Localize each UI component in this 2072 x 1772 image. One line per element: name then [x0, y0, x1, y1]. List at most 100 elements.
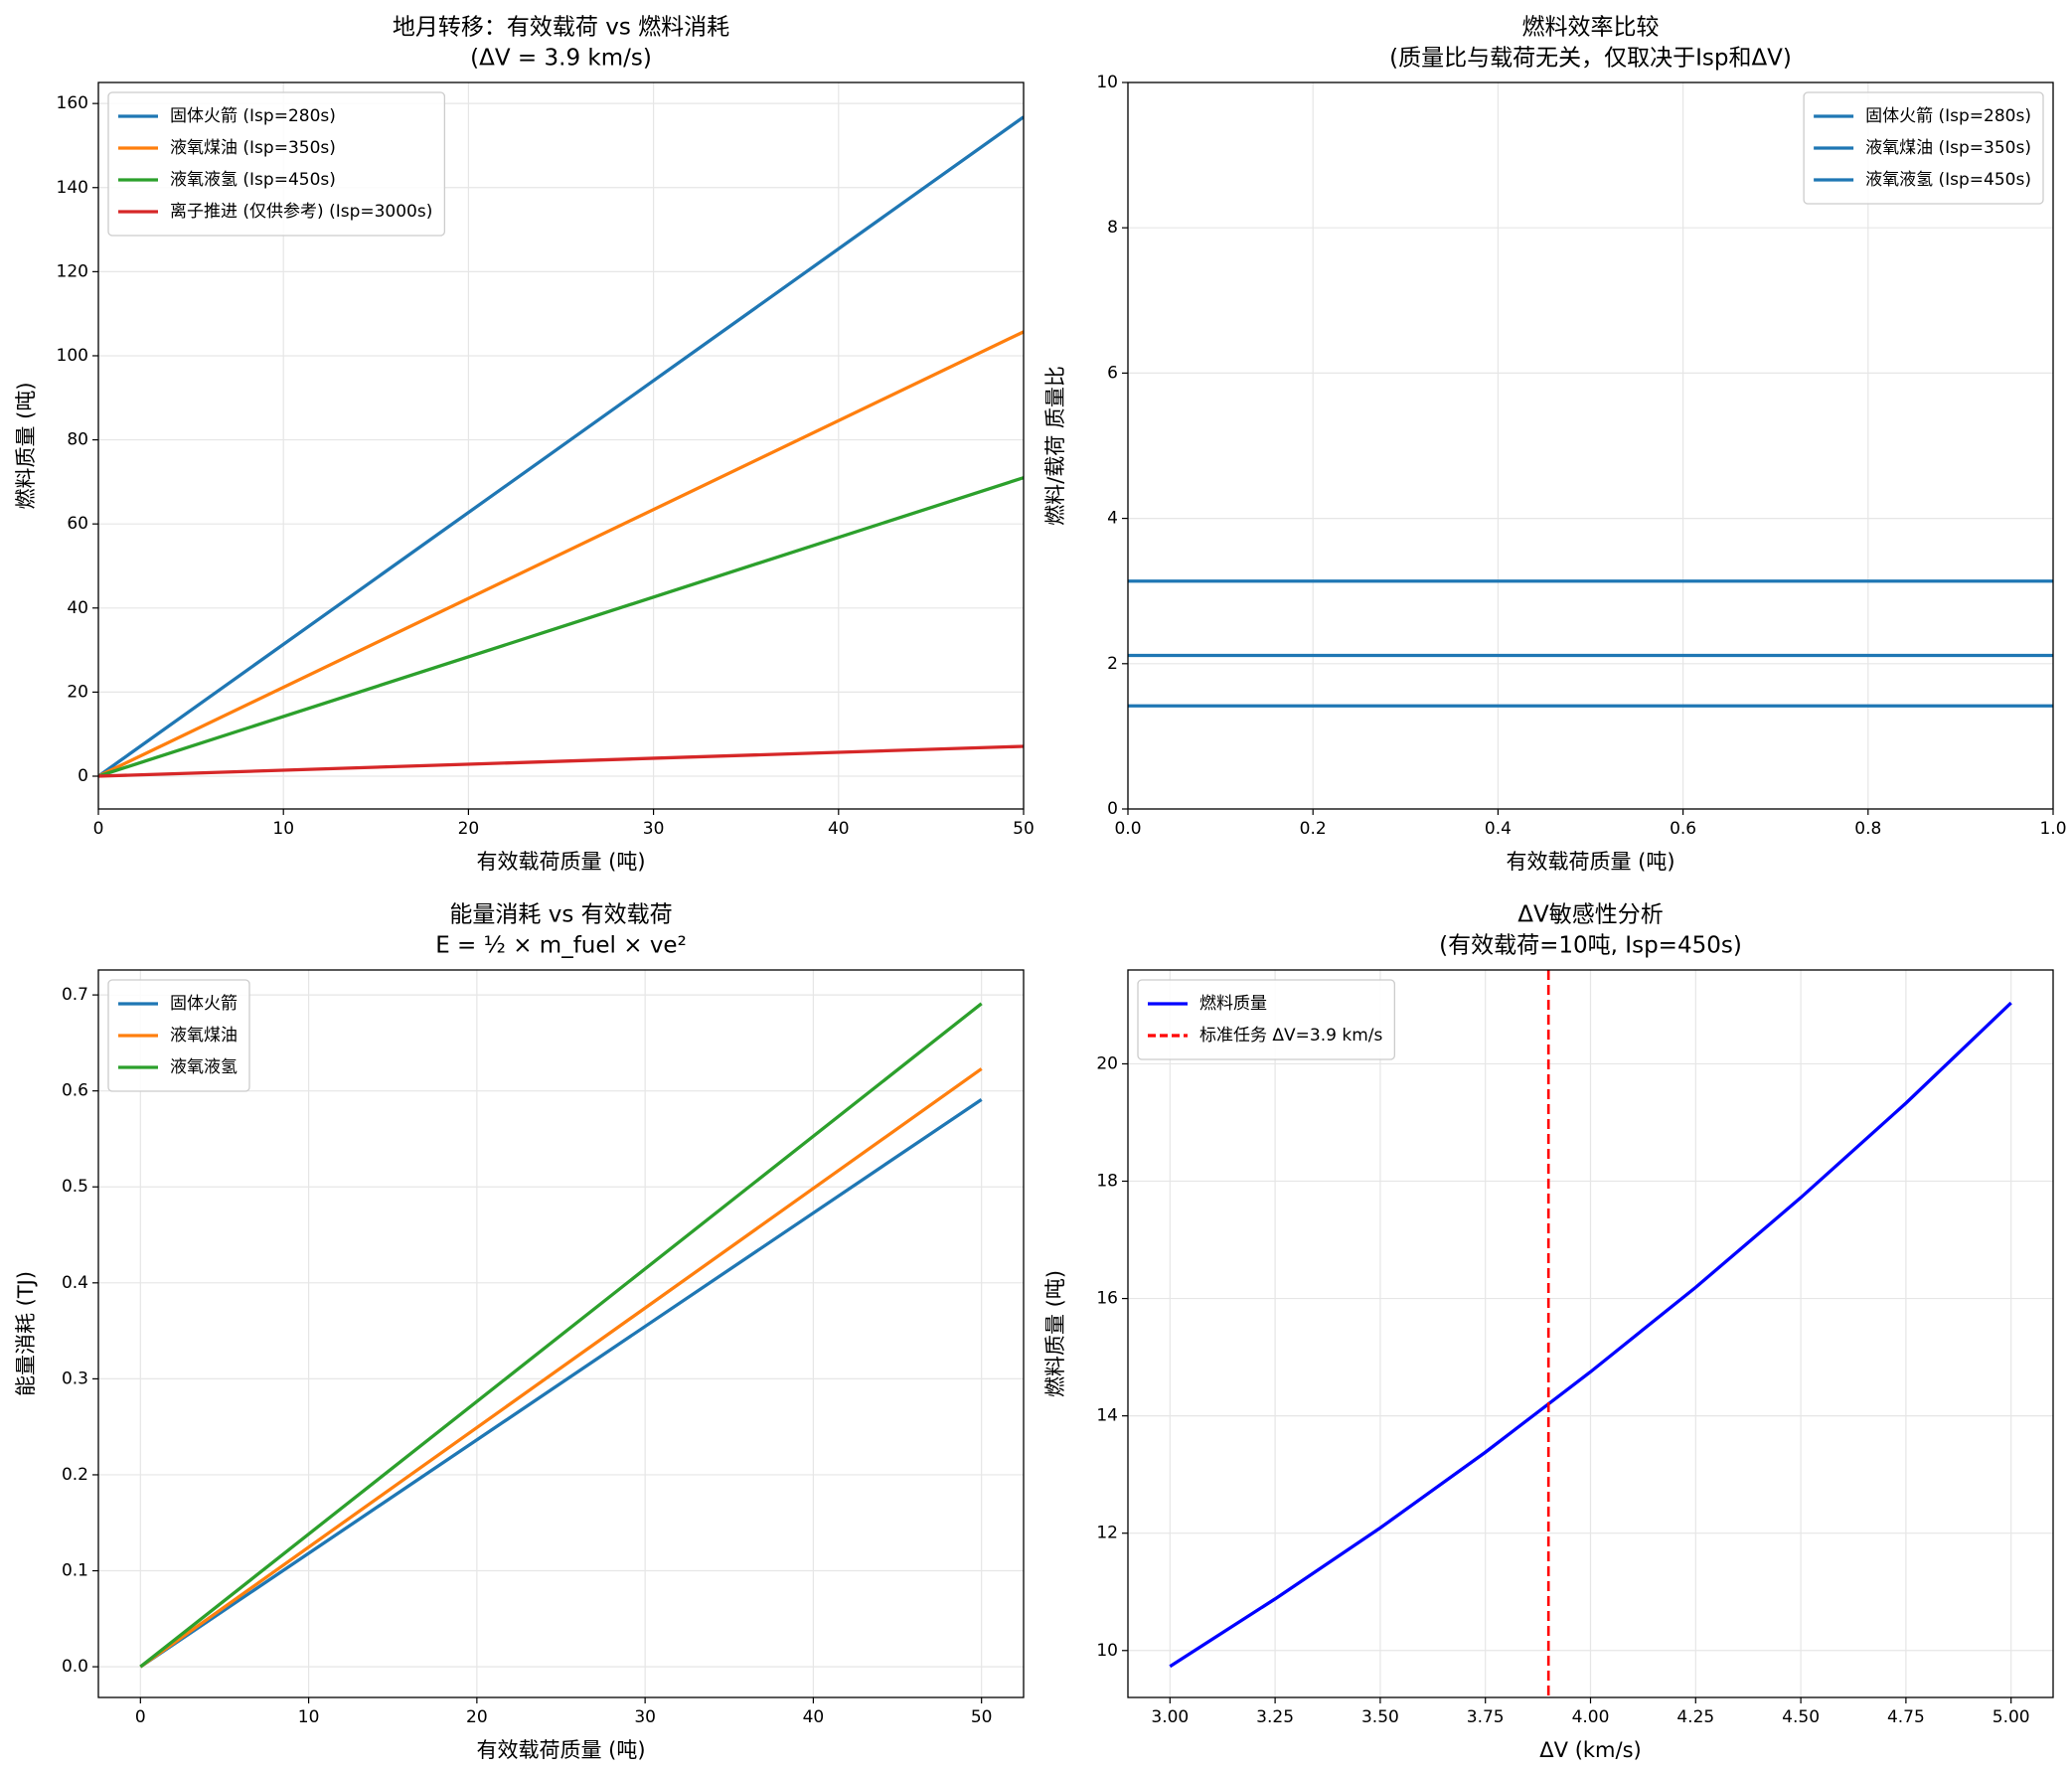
y-tick-label: 8	[1107, 218, 1118, 238]
y-tick-label: 10	[1096, 1641, 1118, 1661]
y-axis-label: 燃料质量 (吨)	[1043, 1270, 1067, 1397]
y-tick-label: 6	[1107, 363, 1118, 383]
y-tick-label: 0.4	[62, 1273, 88, 1293]
legend-label: 液氧液氢	[170, 1057, 238, 1077]
data-line	[98, 330, 1024, 778]
x-tick-label: 0	[93, 819, 104, 839]
x-tick-label: 0.6	[1670, 819, 1696, 839]
x-tick-label: 4.75	[1887, 1707, 1925, 1727]
y-tick-label: 12	[1096, 1524, 1118, 1543]
y-tick-label: 14	[1096, 1406, 1118, 1426]
chart-title: (ΔV = 3.9 km/s)	[470, 46, 652, 72]
legend-label: 液氧液氢 (Isp=450s)	[1865, 170, 2031, 190]
x-tick-label: 30	[643, 819, 665, 839]
legend-label: 液氧煤油	[170, 1026, 238, 1046]
y-tick-label: 0	[78, 766, 88, 786]
y-tick-label: 140	[57, 178, 88, 198]
x-axis-label: 有效载荷质量 (吨)	[476, 850, 645, 874]
chart-title: ΔV敏感性分析	[1517, 902, 1663, 928]
x-tick-label: 1.0	[2039, 819, 2066, 839]
subplot: 3.00 3.25 3.50 3.75 4.00 4.25 4.50 4.75 5.00 10 12…	[1043, 902, 2054, 1762]
data-line	[98, 476, 1024, 778]
y-tick-label: 0.0	[62, 1657, 88, 1677]
data-line	[139, 1098, 983, 1669]
subplot: 0.0 0.2 0.4 0.6 0.8 1.0 0 2 4 6 8 10 燃料效率比较 (质量比与载荷无关…	[1043, 15, 2067, 875]
plot-frame	[97, 969, 1025, 1698]
x-tick-label: 3.25	[1256, 1707, 1294, 1727]
x-tick-label: 50	[971, 1707, 993, 1727]
y-tick-label: 16	[1096, 1289, 1118, 1309]
legend: 固体火箭 (Isp=280s) 液氧煤油 (Isp=350s) 液氧液氢 (Isp=…	[1803, 91, 2044, 205]
data-line	[139, 1067, 983, 1669]
x-tick-label: 10	[298, 1707, 320, 1727]
y-tick-label: 80	[67, 430, 88, 450]
y-tick-label: 40	[67, 598, 88, 618]
y-tick-label: 4	[1107, 509, 1118, 529]
plot-frame	[1127, 81, 2054, 810]
x-tick-label: 0	[135, 1707, 146, 1727]
y-tick-label: 2	[1107, 654, 1118, 674]
y-tick-label: 18	[1096, 1172, 1118, 1192]
x-tick-label: 0.4	[1485, 819, 1512, 839]
y-tick-label: 0.3	[62, 1369, 88, 1388]
x-tick-label: 20	[458, 819, 480, 839]
y-tick-label: 120	[57, 261, 88, 281]
data-line	[98, 115, 1024, 778]
x-tick-label: 3.75	[1467, 1707, 1505, 1727]
chart-title: 能量消耗 vs 有效载荷	[449, 902, 672, 928]
x-tick-label: 5.00	[1992, 1707, 2030, 1727]
x-tick-label: 0.2	[1300, 819, 1327, 839]
y-tick-label: 160	[57, 93, 88, 113]
y-tick-label: 0.2	[62, 1465, 88, 1485]
x-axis-label: 有效载荷质量 (吨)	[1506, 850, 1674, 874]
legend-label: 液氧液氢 (Isp=450s)	[170, 170, 336, 190]
legend-label: 液氧煤油 (Isp=350s)	[170, 138, 336, 158]
y-tick-label: 100	[57, 346, 88, 366]
x-tick-label: 40	[803, 1707, 825, 1727]
data-line	[98, 744, 1024, 778]
x-axis-label: ΔV (km/s)	[1539, 1738, 1641, 1762]
y-axis-label: 燃料/载荷 质量比	[1043, 366, 1067, 526]
y-tick-label: 60	[67, 514, 88, 534]
legend-frame	[1803, 91, 2044, 205]
y-axis-label: 燃料质量 (吨)	[14, 382, 38, 509]
legend-label: 标准任务 ΔV=3.9 km/s	[1199, 1026, 1382, 1046]
plot-frame	[1127, 969, 2054, 1698]
legend-frame	[107, 91, 446, 237]
x-tick-label: 10	[272, 819, 294, 839]
legend-label: 燃料质量	[1199, 994, 1267, 1014]
y-tick-label: 20	[1096, 1053, 1118, 1073]
legend-label: 固体火箭 (Isp=280s)	[170, 106, 336, 126]
legend-label: 固体火箭 (Isp=280s)	[1865, 106, 2031, 126]
legend-frame	[1137, 979, 1395, 1060]
legend: 固体火箭 (Isp=280s) 液氧煤油 (Isp=350s) 液氧液氢 (Isp=…	[107, 91, 446, 237]
x-tick-label: 4.50	[1782, 1707, 1820, 1727]
chart-title: (质量比与载荷无关，仅取决于Isp和ΔV)	[1389, 46, 1792, 72]
x-tick-label: 4.25	[1676, 1707, 1714, 1727]
legend-label: 液氧煤油 (Isp=350s)	[1865, 138, 2031, 158]
x-tick-label: 30	[634, 1707, 656, 1727]
chart-title: E = ½ × m_fuel × ve²	[435, 933, 687, 959]
x-tick-label: 40	[828, 819, 850, 839]
legend-label: 离子推进 (仅供参考) (Isp=3000s)	[170, 202, 432, 222]
x-tick-label: 4.00	[1572, 1707, 1610, 1727]
subplot: 0 10 20 30 40 50 0.0 0.1 0.2 0.3 0.4 0.5 0.6 0.7 能量消耗 …	[14, 902, 1025, 1762]
y-tick-label: 0.6	[62, 1081, 88, 1101]
y-tick-label: 0	[1107, 799, 1118, 819]
chart-title: 地月转移：有效载荷 vs 燃料消耗	[393, 15, 729, 41]
x-tick-label: 0.0	[1114, 819, 1141, 839]
y-tick-label: 0.7	[62, 985, 88, 1005]
data-line	[139, 1002, 983, 1669]
y-tick-label: 20	[67, 682, 88, 702]
x-tick-label: 50	[1013, 819, 1035, 839]
x-tick-label: 0.8	[1854, 819, 1881, 839]
y-tick-label: 0.1	[62, 1561, 88, 1581]
plot-frame	[97, 81, 1025, 810]
subplot: 0 10 20 30 40 50 0 20 40 60 80 100 120 140 160 地月转移：有效载…	[14, 15, 1035, 875]
y-tick-label: 0.5	[62, 1177, 88, 1197]
x-tick-label: 3.00	[1151, 1707, 1189, 1727]
x-tick-label: 20	[466, 1707, 488, 1727]
